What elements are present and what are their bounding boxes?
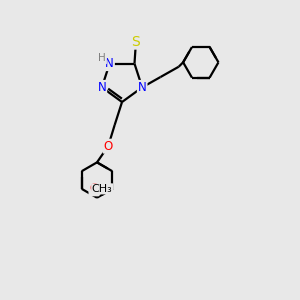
Text: N: N <box>98 81 106 94</box>
Text: N: N <box>138 81 147 94</box>
Text: S: S <box>132 34 140 49</box>
Text: H: H <box>98 53 106 63</box>
Text: O: O <box>89 182 99 195</box>
Text: N: N <box>105 57 114 70</box>
Text: O: O <box>103 140 113 153</box>
Text: CH₃: CH₃ <box>92 184 112 194</box>
